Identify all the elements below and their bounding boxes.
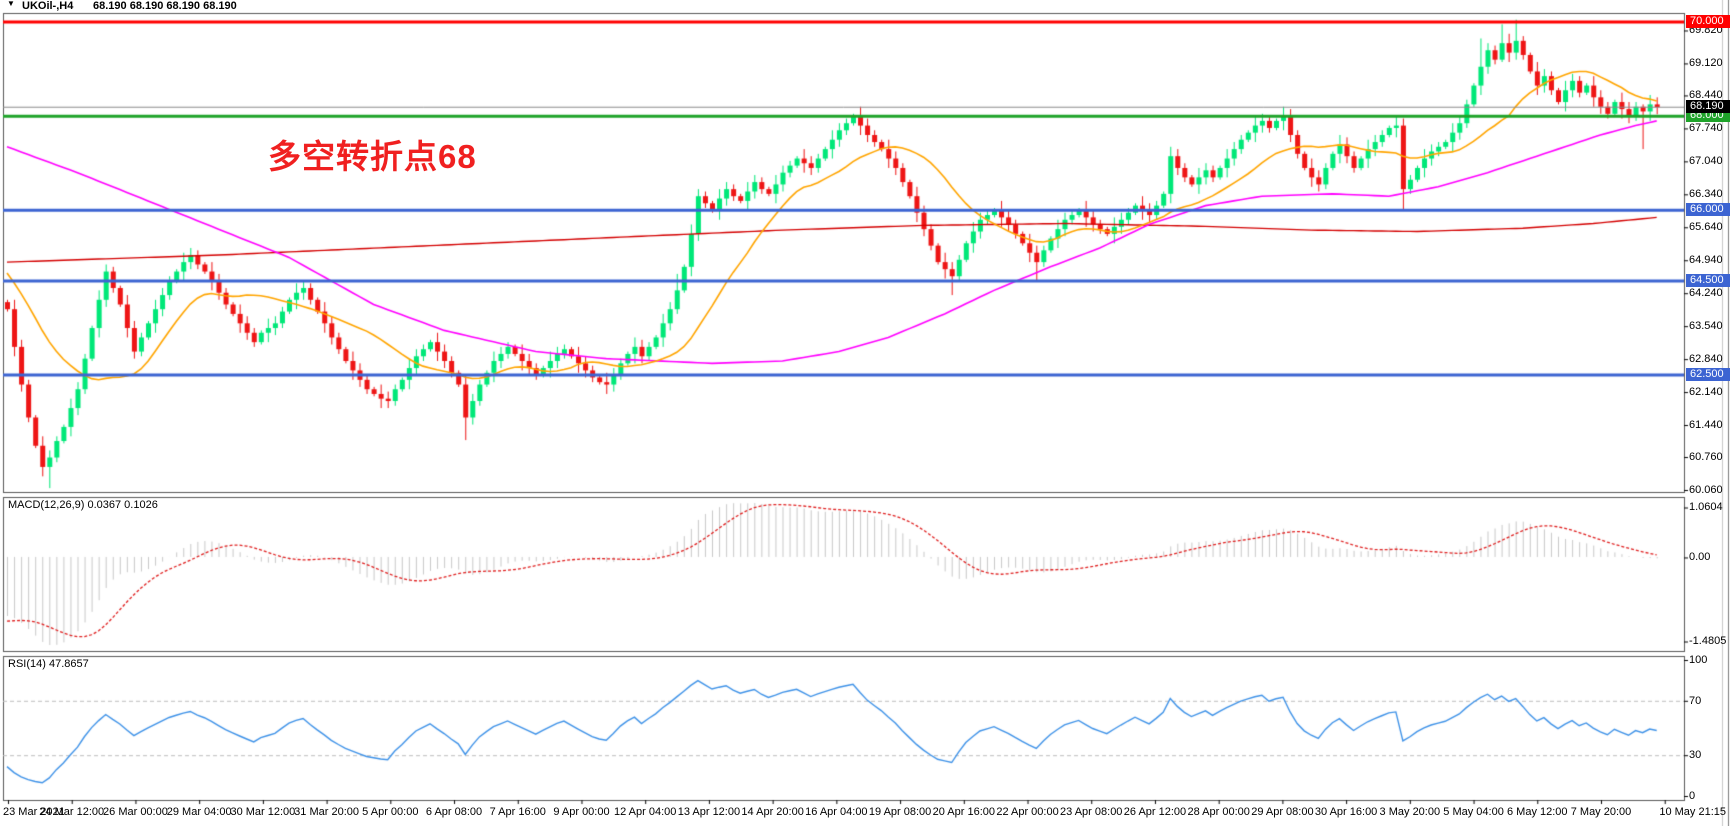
- current-price-badge: 68.190: [1686, 100, 1730, 113]
- time-tick-label: 10 May 21:15: [1659, 806, 1726, 818]
- price-tick-label: 67.040: [1689, 155, 1723, 167]
- level-price-badge[interactable]: 64.500: [1686, 274, 1730, 287]
- time-tick-label: 20 Apr 16:00: [932, 806, 995, 818]
- price-tick-label: 65.640: [1689, 221, 1723, 233]
- time-tick-label: 31 Mar 20:00: [294, 806, 360, 818]
- symbol-dropdown-icon[interactable]: ▼: [7, 0, 15, 8]
- time-tick-label: 29 Apr 08:00: [1251, 806, 1314, 818]
- time-tick-label: 5 Apr 00:00: [362, 806, 419, 818]
- annotation-text[interactable]: 多空转折点68: [268, 138, 477, 175]
- price-tick-label: 63.540: [1689, 320, 1723, 332]
- time-tick-label: 14 Apr 20:00: [741, 806, 804, 818]
- time-tick-label: 29 Mar 04:00: [166, 806, 232, 818]
- time-tick-label: 22 Apr 00:00: [996, 806, 1059, 818]
- price-tick-label: 60.760: [1689, 451, 1723, 463]
- macd-tick-label: -1.4805: [1689, 635, 1727, 647]
- time-tick-label: 24 Mar 12:00: [39, 806, 105, 818]
- price-tick-label: 67.740: [1689, 122, 1723, 134]
- price-tick-label: 62.140: [1689, 386, 1723, 398]
- price-tick-label: 64.940: [1689, 254, 1723, 266]
- time-tick-label: 30 Mar 12:00: [230, 806, 296, 818]
- macd-tick-label: 1.0604: [1689, 501, 1723, 513]
- level-price-badge[interactable]: 70.000: [1686, 15, 1730, 28]
- time-tick-label: 30 Apr 16:00: [1314, 806, 1378, 818]
- macd-tick-label: 0.00: [1689, 551, 1711, 563]
- time-tick-label: 7 Apr 16:00: [489, 806, 546, 818]
- time-tick-label: 5 May 04:00: [1443, 806, 1504, 818]
- time-tick-label: 16 Apr 04:00: [805, 806, 868, 818]
- rsi-tick-label: 70: [1689, 695, 1702, 707]
- rsi-tick-label: 30: [1689, 749, 1702, 761]
- ohlc-quotes-label: 68.190 68.190 68.190 68.190: [93, 0, 237, 12]
- rsi-tick-label: 0: [1689, 790, 1696, 802]
- price-tick-label: 66.340: [1689, 188, 1723, 200]
- level-price-badge[interactable]: 66.000: [1686, 203, 1730, 216]
- time-tick-label: 12 Apr 04:00: [613, 806, 677, 818]
- time-tick-label: 28 Apr 00:00: [1187, 806, 1250, 818]
- price-tick-label: 61.440: [1689, 419, 1723, 431]
- time-tick-label: 19 Apr 08:00: [868, 806, 932, 818]
- level-price-badge[interactable]: 62.500: [1686, 368, 1730, 381]
- time-tick-label: 23 Mar 2021: [3, 806, 65, 818]
- price-tick-label: 64.240: [1689, 287, 1723, 299]
- time-tick-label: 9 Apr 00:00: [553, 806, 610, 818]
- price-tick-label: 62.840: [1689, 353, 1723, 365]
- time-tick-label: 23 Apr 08:00: [1060, 806, 1123, 818]
- price-tick-label: 60.060: [1689, 484, 1723, 496]
- rsi-tick-label: 100: [1689, 654, 1708, 666]
- time-tick-label: 6 May 12:00: [1506, 806, 1568, 818]
- time-tick-label: 26 Apr 12:00: [1123, 806, 1187, 818]
- price-tick-label: 68.440: [1689, 89, 1723, 101]
- time-tick-label: 26 Mar 00:00: [103, 806, 168, 818]
- time-tick-label: 6 Apr 08:00: [425, 806, 483, 818]
- time-tick-label: 7 May 20:00: [1570, 806, 1632, 818]
- chart-title-bar: ▼ UKOil-,H4 68.190 68.190 68.190 68.190: [0, 0, 1730, 13]
- macd-indicator-label: MACD(12,26,9) 0.0367 0.1026: [8, 499, 158, 511]
- price-tick-label: 69.120: [1689, 57, 1723, 69]
- symbol-timeframe-label: UKOil-,H4: [22, 0, 74, 12]
- time-tick-label: 13 Apr 12:00: [677, 806, 741, 818]
- time-tick-label: 3 May 20:00: [1379, 806, 1441, 818]
- rsi-indicator-label: RSI(14) 47.8657: [8, 658, 89, 670]
